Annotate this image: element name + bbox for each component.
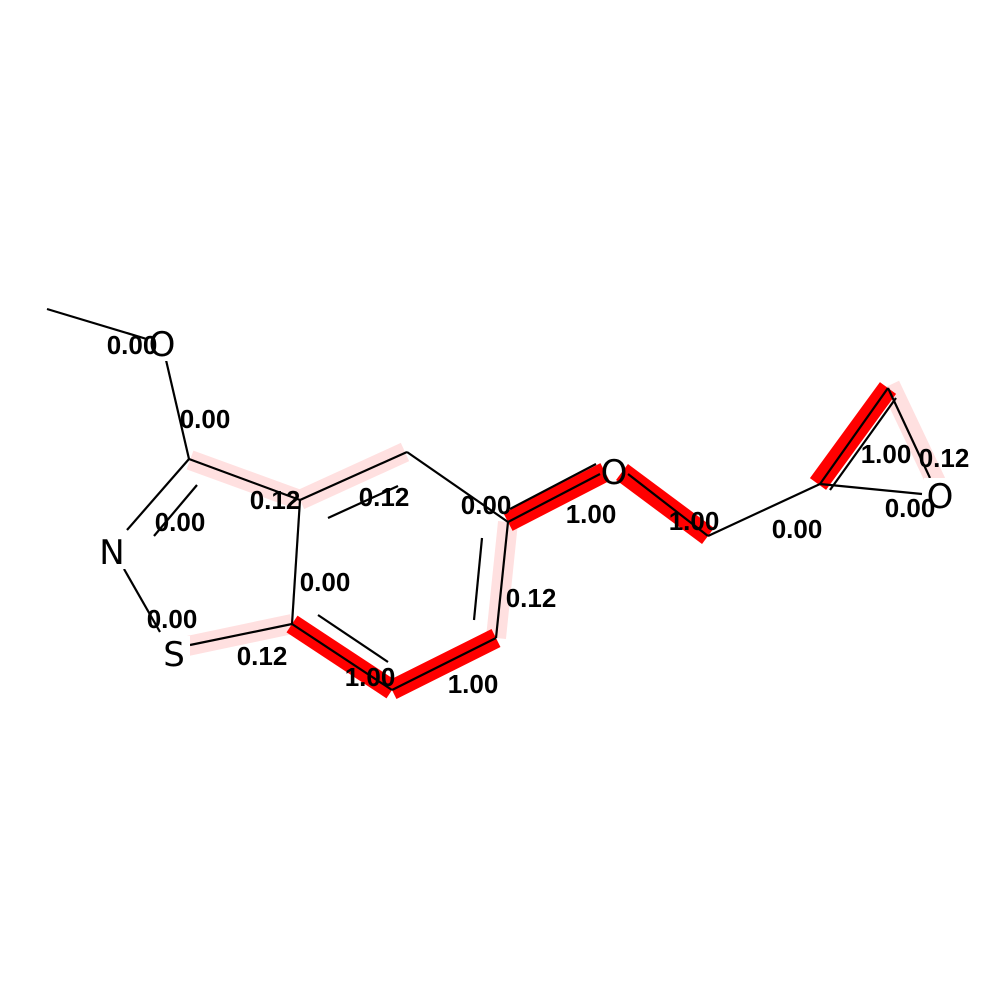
bond-s-c7a — [189, 622, 293, 647]
weight-label-c3-c3a: 0.12 — [250, 485, 301, 515]
bond-ep1-ep2-inner — [829, 397, 897, 491]
bond-weight-labels: 0.00 0.00 0.00 0.00 0.12 0.00 0.12 0.12 … — [107, 330, 970, 699]
bond-c6-c7 — [391, 637, 497, 691]
weight-label-ep1-ep2: 1.00 — [861, 439, 912, 469]
atom-o-epoxide-bg — [924, 478, 956, 514]
atom-n: N — [99, 533, 124, 573]
bond-ep2-epo — [887, 387, 931, 479]
weight-label-ch2-ep1: 0.00 — [772, 514, 823, 544]
weight-label-c3a-c4: 0.12 — [359, 482, 410, 512]
atom-n-bg — [96, 533, 128, 569]
atom-labels: O N S O O — [96, 325, 956, 675]
bond-c5-o-inner — [509, 463, 597, 510]
bond-c7a-c3a — [290, 499, 302, 625]
bond-o-c3 — [164, 359, 191, 460]
atom-o-ether: O — [601, 453, 628, 493]
weight-label-c7a-c3a: 0.00 — [300, 567, 351, 597]
atom-s: S — [163, 635, 185, 675]
atom-s-bg — [158, 636, 190, 672]
weight-label-c5-o: 1.00 — [566, 499, 617, 529]
weight-label-o-ch2: 1.00 — [669, 506, 720, 536]
bond-ep1-ep2 — [819, 387, 889, 485]
weight-label-c5-c6: 0.12 — [506, 583, 557, 613]
weight-label-o-c3: 0.00 — [180, 404, 231, 434]
bond-c4-c5 — [406, 451, 509, 523]
weight-label-ep2-epo: 0.12 — [919, 443, 970, 473]
bond-ch2-ep1 — [707, 483, 821, 537]
bond-ep1-epo — [819, 482, 923, 496]
atom-o-methoxy: O — [149, 325, 176, 365]
bond-c3-n-inner — [153, 484, 198, 537]
bond-c3a-c4 — [299, 450, 408, 502]
highlight-ep2-epo — [880, 380, 946, 487]
bond-c5-c6-inner — [472, 537, 484, 621]
bond-methyl-o — [46, 307, 151, 342]
bond-c3-c3a — [188, 457, 301, 502]
bond-c3-n — [126, 458, 190, 531]
weight-label-ep1-epo: 0.00 — [885, 493, 936, 523]
weight-label-methyl-o: 0.00 — [107, 330, 158, 360]
atom-o-methoxy-bg — [147, 325, 179, 361]
weight-label-c7-c7a: 1.00 — [345, 662, 396, 692]
bond-o-ch2 — [627, 473, 709, 537]
atom-o-epoxide: O — [927, 477, 954, 517]
bond-c3a-c4-inner — [327, 484, 399, 520]
bond-c5-c6 — [494, 521, 510, 639]
bond-lines — [46, 307, 931, 691]
bond-n-s — [123, 568, 161, 633]
weight-label-c3-n: 0.00 — [155, 507, 206, 537]
weight-label-n-s: 0.00 — [147, 604, 198, 634]
bond-c7-c7a — [291, 623, 393, 691]
weight-label-c4-c5: 0.00 — [461, 490, 512, 520]
bond-c7-c7a-inner — [317, 614, 389, 663]
bond-c5-o — [507, 473, 601, 523]
weight-label-s-c7a: 0.12 — [237, 641, 288, 671]
weight-label-c6-c7: 1.00 — [448, 669, 499, 699]
